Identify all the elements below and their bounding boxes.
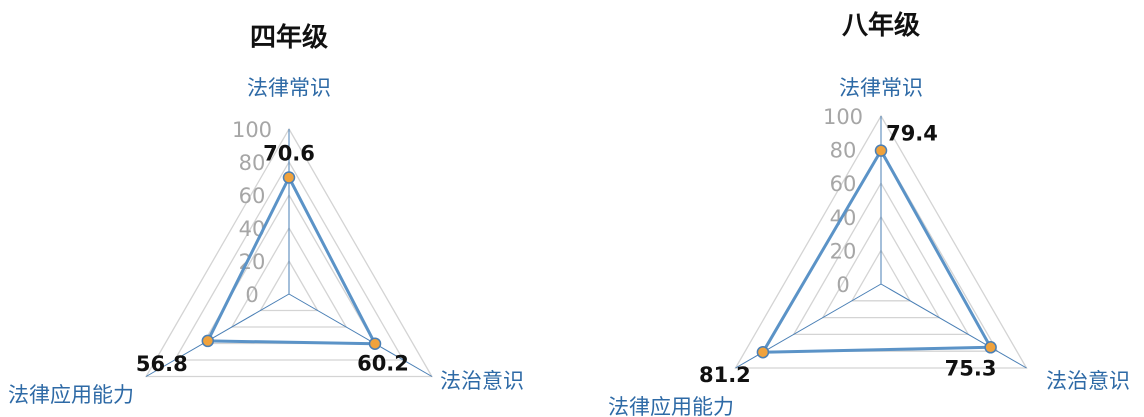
tick-label: 60 <box>239 184 266 208</box>
tick-label: 0 <box>245 283 258 307</box>
tick-label: 100 <box>823 105 863 129</box>
axis-spoke <box>735 283 882 369</box>
grid-ring <box>850 249 912 302</box>
grid-ring <box>230 226 348 328</box>
tick-label: 100 <box>232 118 272 142</box>
series-line <box>761 149 993 354</box>
tick-label: 60 <box>830 172 857 196</box>
grid-ring <box>144 127 434 378</box>
category-label-left: 法律应用能力 <box>608 395 734 417</box>
data-point <box>201 334 215 348</box>
data-label: 60.2 <box>357 352 409 376</box>
category-label-right: 法治意识 <box>1046 369 1130 393</box>
grid-ring <box>173 160 405 361</box>
grid-ring <box>734 114 1028 369</box>
tick-label: 80 <box>239 151 266 175</box>
radar-series <box>201 171 382 350</box>
data-label: 79.4 <box>886 122 938 146</box>
axis-spoke <box>288 293 433 377</box>
grid-ring <box>821 215 941 319</box>
radar-series <box>756 144 997 359</box>
data-label: 70.6 <box>263 142 315 166</box>
data-point <box>756 345 770 359</box>
radar-axes <box>145 129 433 377</box>
tick-label: 40 <box>239 217 266 241</box>
category-label-top: 法律常识 <box>839 76 923 100</box>
grid-ring <box>792 181 970 336</box>
series-line <box>206 176 377 346</box>
radar-data-labels: 79.4 75.3 81.2 <box>699 122 997 388</box>
data-point <box>874 144 888 157</box>
data-point <box>282 171 296 184</box>
radar-data-labels: 70.6 60.2 56.8 <box>136 142 409 376</box>
data-label: 56.8 <box>136 352 188 376</box>
chart-title: 八年级 <box>842 10 920 41</box>
category-label-left: 法律应用能力 <box>8 383 134 407</box>
tick-label: 0 <box>836 273 849 297</box>
tick-label: 20 <box>830 239 857 263</box>
data-point <box>984 341 997 354</box>
data-point <box>368 337 382 350</box>
tick-label: 80 <box>830 139 857 163</box>
chart-title: 四年级 <box>250 22 328 53</box>
grid-ring <box>259 259 319 312</box>
axis-spoke <box>145 293 290 377</box>
data-label: 75.3 <box>945 356 997 380</box>
axis-spoke <box>880 283 1027 369</box>
category-label-right: 法治意识 <box>440 369 524 393</box>
data-label: 81.2 <box>699 363 751 387</box>
category-label-top: 法律常识 <box>247 76 331 100</box>
